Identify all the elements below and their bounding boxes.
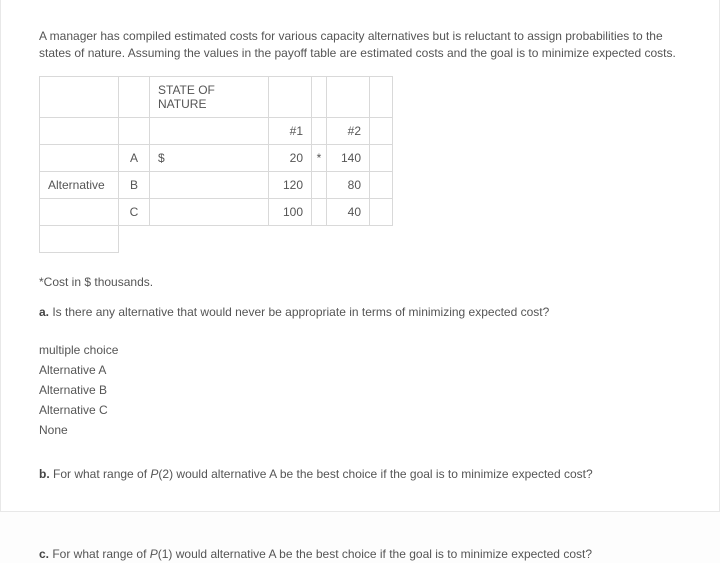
blank-cell [269, 76, 312, 117]
table-row: C 100 40 [40, 198, 393, 225]
question-a: a. Is there any alternative that would n… [39, 303, 681, 321]
alternative-row-label: Alternative [40, 171, 119, 198]
alt-b-label: B [119, 171, 150, 198]
intro-text: A manager has compiled estimated costs f… [39, 28, 681, 62]
question-b-label: b. [39, 467, 50, 481]
qc-pre: For what range of [49, 547, 150, 561]
question-a-label: a. [39, 305, 49, 319]
mc-option-none[interactable]: None [39, 423, 681, 437]
payoff-table: STATE OF NATURE #1 #2 A $ 20 * 140 Alter… [39, 76, 393, 253]
multiple-choice-heading: multiple choice [39, 343, 681, 357]
cell-b-1: 120 [269, 171, 312, 198]
question-page: A manager has compiled estimated costs f… [0, 0, 720, 512]
question-c-label: c. [39, 547, 49, 561]
table-row: STATE OF NATURE [40, 76, 393, 117]
col-1-header: #1 [269, 117, 312, 144]
blank-cell [370, 76, 393, 117]
mc-option-a[interactable]: Alternative A [39, 363, 681, 377]
qb-arg: (2) [158, 467, 173, 481]
dollar-sign: $ [150, 144, 269, 171]
mc-option-c[interactable]: Alternative C [39, 403, 681, 417]
col-2-header: #2 [327, 117, 370, 144]
blank-cell [40, 225, 119, 252]
table-row: #1 #2 [40, 117, 393, 144]
table-row: Alternative B 120 80 [40, 171, 393, 198]
qc-post: would alternative A be the best choice i… [172, 547, 592, 561]
qb-pre: For what range of [50, 467, 151, 481]
alt-c-label: C [119, 198, 150, 225]
blank-cell [119, 76, 150, 117]
blank-cell [312, 76, 327, 117]
state-of-nature-header: STATE OF NATURE [150, 76, 269, 117]
question-b: b. For what range of P(2) would alternat… [39, 465, 681, 483]
blank-cell [40, 76, 119, 117]
mc-option-b[interactable]: Alternative B [39, 383, 681, 397]
question-c: c. For what range of P(1) would alternat… [39, 545, 681, 563]
cost-footnote: *Cost in $ thousands. [39, 275, 681, 289]
blank-cell [327, 76, 370, 117]
qc-p: P [150, 547, 158, 561]
cell-a-2: 140 [327, 144, 370, 171]
table-row [40, 225, 393, 252]
cell-c-2: 40 [327, 198, 370, 225]
cell-a-1: 20 [269, 144, 312, 171]
cell-b-2: 80 [327, 171, 370, 198]
qb-post: would alternative A be the best choice i… [173, 467, 593, 481]
star-marker: * [312, 144, 327, 171]
cell-c-1: 100 [269, 198, 312, 225]
table-row: A $ 20 * 140 [40, 144, 393, 171]
question-a-text: Is there any alternative that would neve… [49, 305, 549, 319]
qc-arg: (1) [158, 547, 173, 561]
alt-a-label: A [119, 144, 150, 171]
